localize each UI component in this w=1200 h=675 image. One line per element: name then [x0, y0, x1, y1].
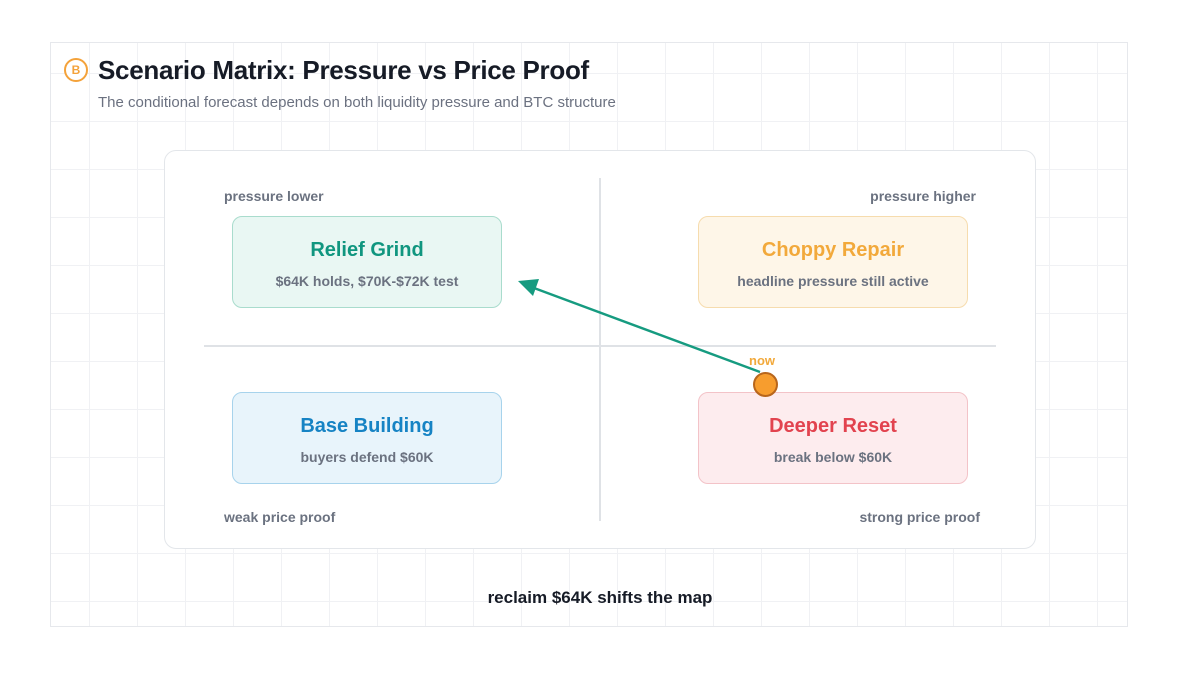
quadrant-description: $64K holds, $70K-$72K test: [275, 273, 459, 289]
axis-label-pressure-lower: pressure lower: [224, 188, 324, 204]
quadrant-description: headline pressure still active: [737, 273, 929, 289]
quadrant-title: Deeper Reset: [769, 415, 897, 437]
axis-label-weak-price-proof: weak price proof: [224, 509, 336, 525]
axis-label-pressure-higher: pressure higher: [870, 188, 976, 204]
quadrant-relief-grind: Relief Grind $64K holds, $70K-$72K test: [232, 216, 502, 308]
vertical-axis-divider: [599, 178, 601, 521]
now-marker-dot: [753, 372, 778, 397]
quadrant-base-building: Base Building buyers defend $60K: [232, 392, 502, 484]
quadrant-title: Base Building: [300, 415, 434, 437]
quadrant-deeper-reset: Deeper Reset break below $60K: [698, 392, 968, 484]
axis-label-strong-price-proof: strong price proof: [859, 509, 980, 525]
quadrant-title: Choppy Repair: [761, 239, 905, 261]
quadrant-description: break below $60K: [773, 449, 893, 465]
footer-caption: reclaim $64K shifts the map: [487, 588, 713, 607]
quadrant-description: buyers defend $60K: [300, 449, 434, 465]
page-subtitle: The conditional forecast depends on both…: [98, 94, 616, 111]
horizontal-axis-divider: [204, 345, 996, 347]
quadrant-choppy-repair: Choppy Repair headline pressure still ac…: [698, 216, 968, 308]
bitcoin-logo-icon: B: [64, 58, 88, 82]
page-title: Scenario Matrix: Pressure vs Price Proof: [98, 55, 589, 85]
quadrant-title: Relief Grind: [310, 239, 424, 261]
now-marker-label: now: [749, 353, 775, 368]
